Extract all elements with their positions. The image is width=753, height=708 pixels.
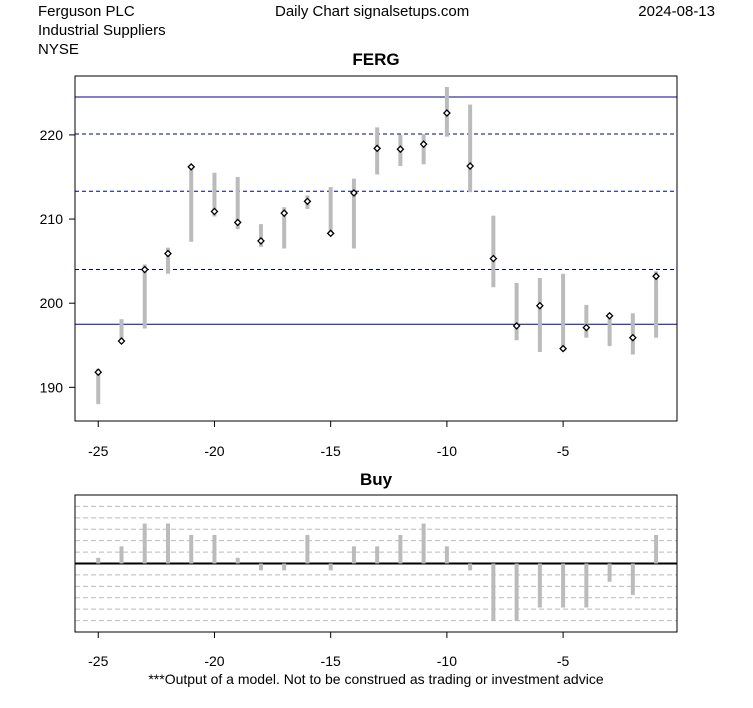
price-plot-frame xyxy=(74,75,678,422)
close-marker xyxy=(303,197,312,206)
close-marker xyxy=(442,109,451,117)
price-y-axis: 190 200 210 220 xyxy=(40,127,75,395)
sector-name: Industrial Suppliers xyxy=(38,22,166,39)
price-panel: FERG 190 200 210 220 -25 -20 -15 -10 -5 xyxy=(40,50,678,459)
close-marker xyxy=(326,229,335,238)
close-marker xyxy=(94,368,103,377)
close-marker xyxy=(210,207,219,216)
close-marker xyxy=(257,237,265,245)
disclaimer-text: ***Output of a model. Not to be construe… xyxy=(148,671,603,687)
buy-signal-bars xyxy=(96,523,659,621)
close-marker xyxy=(489,254,498,263)
close-marker xyxy=(628,333,637,342)
x-tick-label: -10 xyxy=(437,443,457,459)
chart-date: 2024-08-13 xyxy=(638,3,715,20)
y-tick-label: 190 xyxy=(40,379,64,395)
exchange-name: NYSE xyxy=(38,41,79,58)
source-label: Daily Chart signalsetups.com xyxy=(275,3,470,20)
close-marker xyxy=(582,323,591,332)
price-range-bars xyxy=(94,86,661,405)
close-marker xyxy=(233,218,242,227)
x-tick-label: -25 xyxy=(88,653,108,669)
close-marker xyxy=(559,344,568,353)
x-tick-label: -10 xyxy=(437,653,457,669)
price-chart-title: FERG xyxy=(352,50,399,69)
close-marker xyxy=(605,311,614,320)
x-tick-label: -15 xyxy=(321,443,341,459)
close-marker xyxy=(140,265,149,274)
x-tick-label: -5 xyxy=(557,443,570,459)
buy-plot-frame xyxy=(74,494,678,633)
close-marker xyxy=(419,140,428,149)
close-marker xyxy=(117,337,126,345)
y-tick-label: 220 xyxy=(40,127,64,143)
close-marker xyxy=(512,321,521,330)
close-marker xyxy=(349,189,358,197)
price-x-axis: -25 -20 -15 -10 -5 xyxy=(88,421,570,459)
close-marker xyxy=(396,145,405,154)
x-tick-label: -20 xyxy=(204,443,224,459)
x-tick-label: -5 xyxy=(557,653,570,669)
close-marker xyxy=(535,301,544,310)
x-tick-label: -20 xyxy=(204,653,224,669)
close-marker xyxy=(466,162,475,170)
buy-panel: Buy -25 -20 -15 -10 -5 xyxy=(74,470,678,669)
buy-chart-title: Buy xyxy=(360,470,393,489)
y-tick-label: 200 xyxy=(40,295,64,311)
close-marker xyxy=(187,162,196,171)
close-marker xyxy=(373,144,382,153)
company-name: Ferguson PLC xyxy=(38,3,135,20)
x-tick-label: -15 xyxy=(321,653,341,669)
close-marker xyxy=(280,209,289,218)
buy-x-axis: -25 -20 -15 -10 -5 xyxy=(88,632,570,669)
close-marker xyxy=(652,272,661,281)
close-marker xyxy=(164,249,172,258)
y-tick-label: 210 xyxy=(40,211,64,227)
x-tick-label: -25 xyxy=(88,443,108,459)
